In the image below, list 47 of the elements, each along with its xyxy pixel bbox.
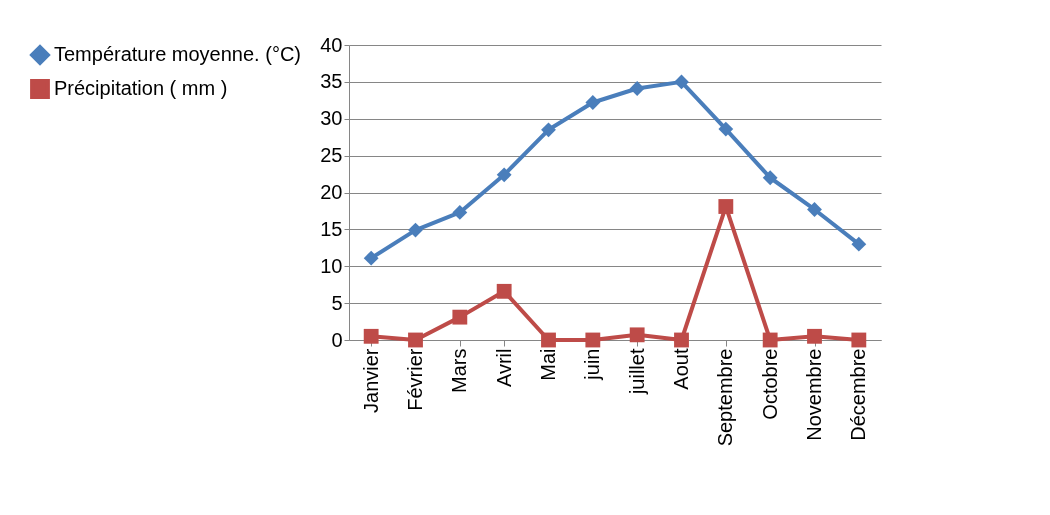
point bbox=[585, 332, 601, 348]
y-tick-label: 25 bbox=[320, 144, 343, 167]
y-tick-label: 10 bbox=[320, 254, 343, 277]
y-tick-label: 5 bbox=[331, 291, 343, 314]
point bbox=[718, 121, 734, 137]
point bbox=[452, 309, 468, 325]
point bbox=[674, 332, 689, 348]
point bbox=[807, 328, 822, 344]
x-tick-label: juin bbox=[581, 348, 604, 381]
x-tick-label: Octobre bbox=[758, 348, 781, 420]
point bbox=[762, 170, 778, 186]
x-tick-label: Janvier bbox=[359, 348, 382, 413]
legend-label: Température moyenne. (°C) bbox=[54, 43, 301, 65]
x-tick-label: Février bbox=[404, 348, 426, 411]
point bbox=[629, 81, 645, 96]
point bbox=[363, 328, 379, 344]
point bbox=[718, 199, 734, 214]
y-tick-label: 35 bbox=[320, 70, 343, 93]
point bbox=[851, 236, 867, 252]
y-tick-label: 20 bbox=[320, 181, 343, 203]
x-tick-label: Aout bbox=[670, 348, 692, 390]
point bbox=[762, 332, 778, 348]
point bbox=[408, 222, 423, 238]
x-tick-label: Mars bbox=[448, 348, 471, 393]
y-tick-label: 15 bbox=[320, 217, 343, 240]
point bbox=[629, 327, 645, 343]
point bbox=[363, 250, 379, 266]
x-tick-label: Novembre bbox=[803, 348, 825, 441]
point bbox=[541, 332, 556, 348]
x-tick-label: Avril bbox=[492, 348, 515, 388]
point bbox=[851, 332, 867, 348]
point bbox=[541, 122, 556, 138]
x-tick-label: Décembre bbox=[847, 348, 870, 441]
point bbox=[807, 202, 822, 217]
y-tick-label: 40 bbox=[320, 33, 343, 56]
point bbox=[674, 74, 689, 90]
x-tick-label: Septembre bbox=[714, 348, 737, 447]
point bbox=[496, 283, 512, 299]
point bbox=[452, 205, 468, 220]
y-tick-label: 30 bbox=[320, 107, 343, 130]
legend-label: Précipitation ( mm ) bbox=[54, 77, 228, 99]
y-tick-label: 0 bbox=[331, 328, 343, 351]
point bbox=[408, 332, 423, 348]
point bbox=[496, 167, 512, 183]
point bbox=[585, 95, 601, 110]
x-tick-label: juillet bbox=[625, 348, 648, 396]
x-tick-label: Mai bbox=[537, 348, 559, 381]
